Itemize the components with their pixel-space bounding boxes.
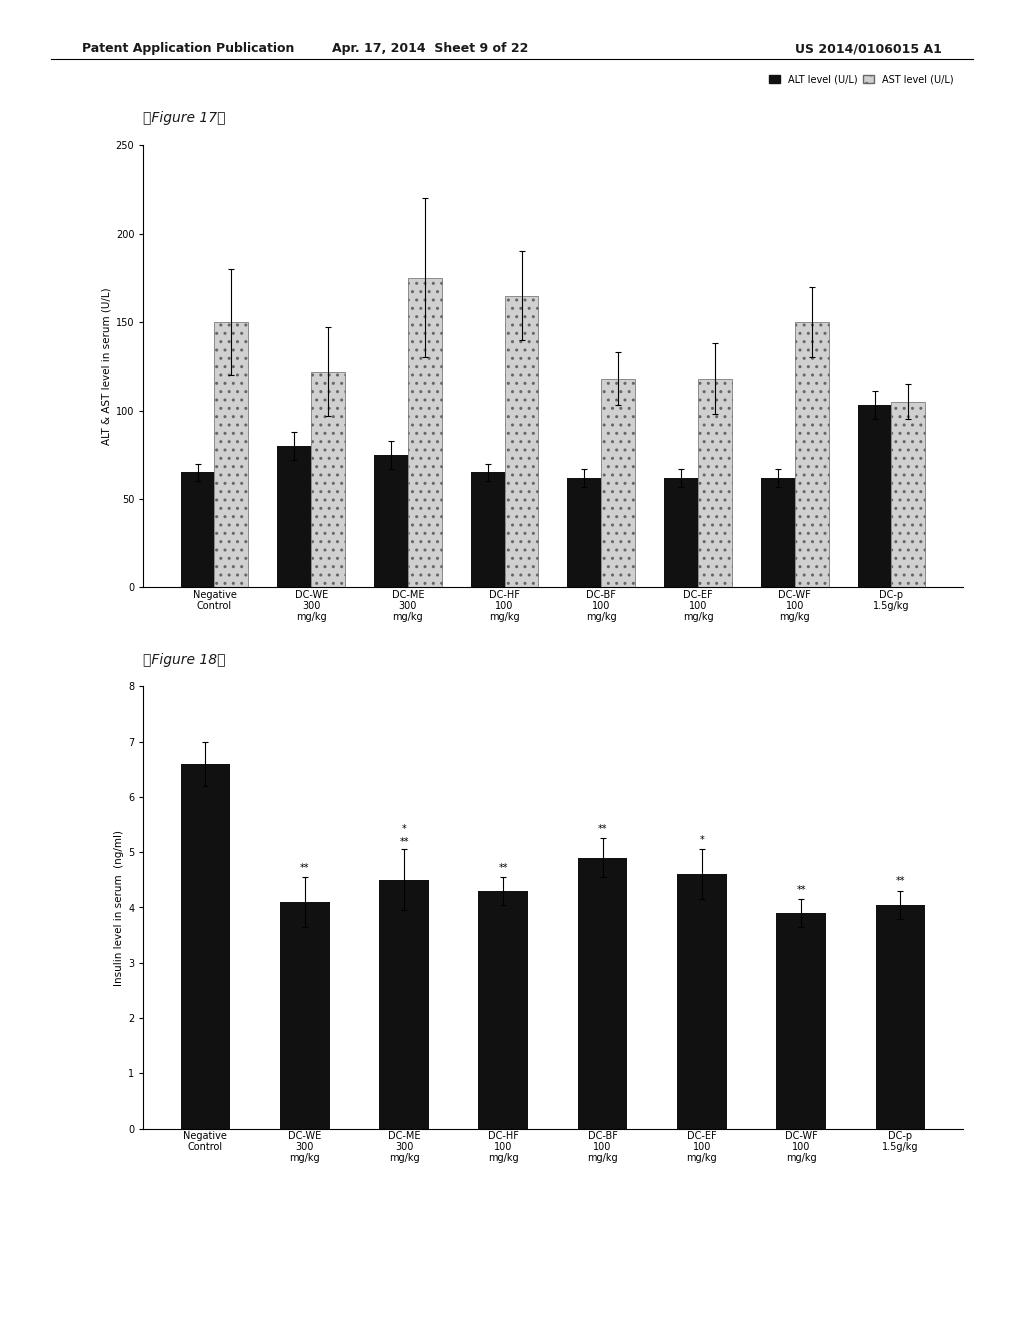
Bar xyxy=(876,904,926,1129)
Text: US 2014/0106015 A1: US 2014/0106015 A1 xyxy=(796,42,942,55)
Text: 【Figure 17】: 【Figure 17】 xyxy=(143,111,226,125)
Bar xyxy=(776,913,826,1129)
Text: *: * xyxy=(699,836,705,845)
Y-axis label: ALT & AST level in serum (U/L): ALT & AST level in serum (U/L) xyxy=(101,288,112,445)
Bar xyxy=(795,322,828,587)
Bar xyxy=(180,764,230,1129)
Bar xyxy=(379,880,429,1129)
Bar xyxy=(601,379,635,587)
Bar xyxy=(892,401,926,587)
Bar xyxy=(698,379,732,587)
Bar xyxy=(478,891,528,1129)
Text: **: ** xyxy=(896,876,905,887)
Text: **: ** xyxy=(499,863,508,873)
Bar xyxy=(408,277,441,587)
Bar xyxy=(567,478,601,587)
Bar xyxy=(471,473,505,587)
Bar xyxy=(761,478,795,587)
Text: **: ** xyxy=(399,837,409,846)
Text: **: ** xyxy=(797,884,806,895)
Bar xyxy=(578,858,628,1129)
Bar xyxy=(280,902,330,1129)
Bar xyxy=(311,372,345,587)
Y-axis label: Insulin level in serum  (ng/ml): Insulin level in serum (ng/ml) xyxy=(114,829,124,986)
Text: 【Figure 18】: 【Figure 18】 xyxy=(143,652,226,667)
Text: **: ** xyxy=(598,824,607,834)
Bar xyxy=(214,322,248,587)
Bar xyxy=(677,874,727,1129)
Text: **: ** xyxy=(300,863,309,873)
Text: Patent Application Publication: Patent Application Publication xyxy=(82,42,294,55)
Bar xyxy=(858,405,892,587)
Bar xyxy=(180,473,214,587)
Text: *: * xyxy=(401,824,407,834)
Legend: ALT level (U/L), AST level (U/L): ALT level (U/L), AST level (U/L) xyxy=(765,70,957,88)
Bar xyxy=(665,478,698,587)
Text: Apr. 17, 2014  Sheet 9 of 22: Apr. 17, 2014 Sheet 9 of 22 xyxy=(332,42,528,55)
Bar xyxy=(278,446,311,587)
Bar xyxy=(505,296,539,587)
Bar xyxy=(374,454,408,587)
